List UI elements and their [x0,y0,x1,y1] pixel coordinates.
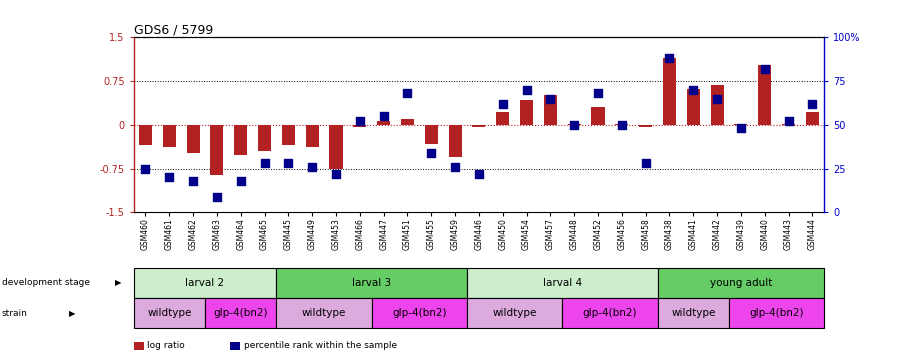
Bar [139,125,152,145]
Bar [134,268,276,298]
Text: log ratio: log ratio [147,341,185,351]
Bar [687,89,700,125]
Text: larval 2: larval 2 [185,278,225,288]
Text: GDS6 / 5799: GDS6 / 5799 [134,23,213,36]
Text: glp-4(bn2): glp-4(bn2) [750,308,804,318]
Text: glp-4(bn2): glp-4(bn2) [214,308,268,318]
Bar [425,125,437,144]
Bar [230,342,240,350]
Bar [354,125,367,127]
Bar [377,121,391,125]
Bar [449,125,461,157]
Bar [467,298,563,328]
Bar [758,65,771,125]
Point [543,96,558,101]
Bar [330,125,343,169]
Bar [615,124,628,125]
Bar [276,268,467,298]
Text: ▶: ▶ [115,278,122,287]
Bar [806,112,819,125]
Point [257,161,272,166]
Point [710,96,725,101]
Point [329,171,344,177]
Bar [163,125,176,147]
Text: larval 3: larval 3 [352,278,391,288]
Bar [234,125,247,155]
Point [566,122,581,128]
Bar [782,124,795,125]
Bar [543,95,557,125]
Bar [282,125,295,145]
Point [614,122,629,128]
Point [638,161,653,166]
Bar [639,125,652,127]
Text: glp-4(bn2): glp-4(bn2) [583,308,637,318]
Point [186,178,201,184]
Point [400,91,414,96]
Point [805,101,820,107]
Point [757,66,772,72]
Bar [472,125,485,127]
Point [377,114,391,119]
Point [733,126,748,131]
Bar [663,58,676,125]
Bar [496,112,509,125]
Bar [711,85,724,125]
Bar [591,107,604,125]
Bar [467,268,658,298]
Bar [276,298,372,328]
Bar [205,298,276,328]
Point [305,164,320,170]
Bar [134,342,144,350]
Text: development stage: development stage [2,278,90,287]
Point [495,101,510,107]
Point [162,175,177,180]
Text: wildtype: wildtype [302,308,346,318]
Point [472,171,486,177]
Bar [658,268,824,298]
Text: ▶: ▶ [69,309,76,318]
Text: wildtype: wildtype [671,308,716,318]
Point [686,87,701,93]
Bar [258,125,271,151]
Point [210,194,225,200]
Bar [734,124,748,125]
Text: strain: strain [2,309,28,318]
Text: percentile rank within the sample: percentile rank within the sample [244,341,397,351]
Point [353,119,367,124]
Text: larval 4: larval 4 [542,278,582,288]
Text: glp-4(bn2): glp-4(bn2) [392,308,447,318]
Bar [210,125,224,175]
Bar [563,298,658,328]
Point [424,150,438,156]
Bar [372,298,467,328]
Bar [187,125,200,153]
Bar [134,298,205,328]
Point [590,91,605,96]
Point [781,119,796,124]
Bar [520,100,533,125]
Bar [658,298,729,328]
Point [662,56,677,61]
Point [281,161,296,166]
Point [519,87,534,93]
Bar [401,119,414,125]
Point [448,164,462,170]
Text: wildtype: wildtype [493,308,537,318]
Bar [567,124,581,125]
Bar [729,298,824,328]
Text: wildtype: wildtype [147,308,192,318]
Bar [306,125,319,147]
Point [233,178,248,184]
Text: young adult: young adult [710,278,772,288]
Point [138,166,153,171]
